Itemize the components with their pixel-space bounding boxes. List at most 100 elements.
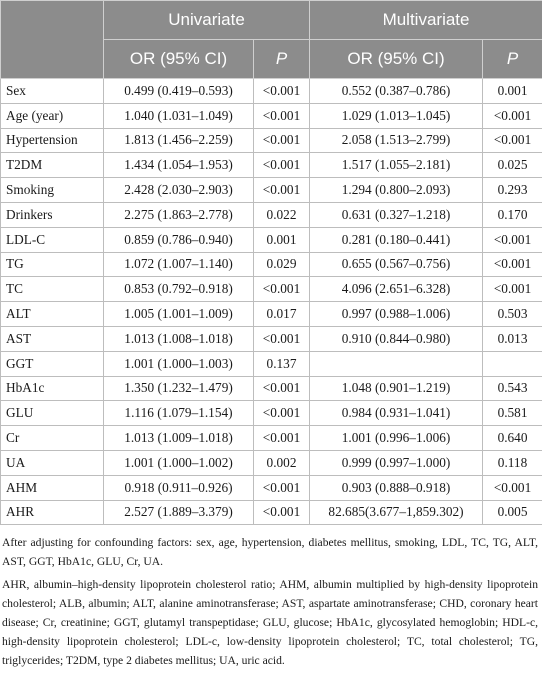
variable-cell: LDL-C: [0, 226, 104, 253]
multivariate-or-header: OR (95% CI): [309, 39, 484, 79]
table-row: AST 1.013 (1.008–1.018) <0.001 0.910 (0.844…: [0, 325, 542, 352]
multivariate-or-cell: 1.294 (0.800–2.093): [309, 177, 484, 203]
univariate-p-cell: <0.001: [252, 474, 311, 501]
multivariate-p-cell: 0.293: [482, 177, 542, 203]
variable-cell: Drinkers: [0, 201, 104, 228]
variable-cell: TC: [0, 276, 104, 303]
univariate-p-cell: <0.001: [252, 499, 311, 526]
univariate-or-cell: 2.428 (2.030–2.903): [103, 177, 254, 203]
univariate-p-cell: 0.001: [252, 226, 311, 253]
variable-cell: UA: [0, 449, 104, 476]
univariate-p-cell: <0.001: [252, 102, 311, 129]
multivariate-or-cell: 0.910 (0.844–0.980): [309, 325, 484, 352]
multivariate-p-cell: <0.001: [482, 276, 542, 303]
multivariate-or-cell: 0.552 (0.387–0.786): [309, 78, 484, 104]
multivariate-p-cell: 0.581: [482, 400, 542, 427]
univariate-or-cell: 1.001 (1.000–1.002): [103, 449, 254, 476]
multivariate-p-cell: <0.001: [482, 102, 542, 129]
table-row: Drinkers 2.275 (1.863–2.778) 0.022 0.631 (0…: [0, 201, 542, 228]
variable-cell: Cr: [0, 425, 104, 451]
multivariate-p-cell: 0.503: [482, 301, 542, 327]
univariate-or-cell: 0.859 (0.786–0.940): [103, 226, 254, 253]
multivariate-p-cell: 0.118: [482, 449, 542, 476]
variable-cell: AST: [0, 325, 104, 352]
column-header-row: OR (95% CI) P OR (95% CI) P: [1, 39, 542, 79]
univariate-or-cell: 1.013 (1.009–1.018): [103, 425, 254, 451]
multivariate-p-cell: 0.001: [482, 78, 542, 104]
univariate-p-cell: <0.001: [252, 276, 311, 303]
table-row: T2DM 1.434 (1.054–1.953) <0.001 1.517 (1.05…: [0, 152, 542, 179]
variable-header-cell: [0, 0, 104, 79]
multivariate-or-cell: 1.029 (1.013–1.045): [309, 102, 484, 129]
univariate-or-cell: 0.499 (0.419–0.593): [103, 78, 254, 104]
univariate-p-cell: 0.017: [252, 301, 311, 327]
multivariate-p-header: P: [482, 39, 542, 79]
table-row: AHR 2.527 (1.889–3.379) <0.001 82.685(3.677…: [0, 499, 542, 526]
table-row: Sex 0.499 (0.419–0.593) <0.001 0.552 (0.387…: [0, 78, 542, 104]
univariate-or-cell: 0.918 (0.911–0.926): [103, 474, 254, 501]
multivariate-or-cell: 0.999 (0.997–1.000): [309, 449, 484, 476]
multivariate-or-cell: [309, 350, 484, 377]
multivariate-p-cell: <0.001: [482, 251, 542, 278]
univariate-p-cell: 0.022: [252, 201, 311, 228]
multivariate-p-cell: 0.640: [482, 425, 542, 451]
univariate-or-cell: 1.001 (1.000–1.003): [103, 350, 254, 377]
multivariate-p-cell: 0.170: [482, 201, 542, 228]
variable-cell: T2DM: [0, 152, 104, 179]
multivariate-header: Multivariate: [309, 0, 542, 40]
abbreviations-note: AHR, albumin–high-density lipoprotein ch…: [2, 578, 538, 668]
univariate-or-cell: 2.527 (1.889–3.379): [103, 499, 254, 526]
univariate-p-cell: <0.001: [252, 152, 311, 179]
variable-cell: ALT: [0, 301, 104, 327]
table-body: Sex 0.499 (0.419–0.593) <0.001 0.552 (0.387…: [0, 78, 542, 526]
univariate-header: Univariate: [102, 0, 311, 40]
multivariate-or-cell: 1.001 (0.996–1.006): [309, 425, 484, 451]
variable-cell: GLU: [0, 400, 104, 427]
univariate-or-cell: 1.013 (1.008–1.018): [103, 325, 254, 352]
multivariate-p-cell: 0.005: [482, 499, 542, 526]
multivariate-p-cell: <0.001: [482, 474, 542, 501]
univariate-or-cell: 2.275 (1.863–2.778): [103, 201, 254, 228]
multivariate-p-cell: [482, 350, 542, 377]
table-row: TC 0.853 (0.792–0.918) <0.001 4.096 (2.651–…: [0, 276, 542, 303]
univariate-p-cell: <0.001: [252, 425, 311, 451]
univariate-p-cell: <0.001: [252, 325, 311, 352]
multivariate-or-cell: 0.997 (0.988–1.006): [309, 301, 484, 327]
variable-cell: TG: [0, 251, 104, 278]
variable-cell: HbA1c: [0, 375, 104, 402]
multivariate-or-cell: 0.281 (0.180–0.441): [309, 226, 484, 253]
group-header-row: Univariate Multivariate: [0, 0, 542, 79]
multivariate-or-cell: 1.517 (1.055–2.181): [309, 152, 484, 179]
multivariate-or-cell: 0.655 (0.567–0.756): [309, 251, 484, 278]
table-row: Hypertension 1.813 (1.456–2.259) <0.001 2.0…: [0, 127, 542, 154]
table-row: Smoking 2.428 (2.030–2.903) <0.001 1.294 (0…: [0, 177, 542, 203]
univariate-or-cell: 1.040 (1.031–1.049): [103, 102, 254, 129]
variable-cell: Hypertension: [0, 127, 104, 154]
multivariate-or-cell: 0.631 (0.327–1.218): [309, 201, 484, 228]
table-row: LDL-C 0.859 (0.786–0.940) 0.001 0.281 (0.18…: [0, 226, 542, 253]
multivariate-or-cell: 4.096 (2.651–6.328): [309, 276, 484, 303]
univariate-or-header: OR (95% CI): [103, 39, 254, 79]
univariate-p-cell: 0.137: [252, 350, 311, 377]
univariate-or-cell: 1.072 (1.007–1.140): [103, 251, 254, 278]
variable-cell: GGT: [0, 350, 104, 377]
variable-cell: Smoking: [0, 177, 104, 203]
multivariate-or-cell: 0.984 (0.931–1.041): [309, 400, 484, 427]
multivariate-p-cell: 0.543: [482, 375, 542, 402]
table-row: GGT 1.001 (1.000–1.003) 0.137: [0, 350, 542, 377]
table-row: HbA1c 1.350 (1.232–1.479) <0.001 1.048 (0.9…: [0, 375, 542, 402]
univariate-or-cell: 1.005 (1.001–1.009): [103, 301, 254, 327]
table-row: TG 1.072 (1.007–1.140) 0.029 0.655 (0.567–0…: [0, 251, 542, 278]
univariate-or-cell: 0.853 (0.792–0.918): [103, 276, 254, 303]
table-row: GLU 1.116 (1.079–1.154) <0.001 0.984 (0.931…: [0, 400, 542, 427]
table-row: ALT 1.005 (1.001–1.009) 0.017 0.997 (0.988–…: [0, 301, 542, 327]
univariate-p-cell: <0.001: [252, 177, 311, 203]
regression-table: Univariate Multivariate OR (95% CI) P OR…: [0, 0, 542, 526]
univariate-p-cell: 0.029: [252, 251, 311, 278]
univariate-or-cell: 1.350 (1.232–1.479): [103, 375, 254, 402]
univariate-p-cell: <0.001: [252, 78, 311, 104]
univariate-or-cell: 1.116 (1.079–1.154): [103, 400, 254, 427]
variable-cell: Sex: [0, 78, 104, 104]
variable-cell: AHM: [0, 474, 104, 501]
table-row: UA 1.001 (1.000–1.002) 0.002 0.999 (0.997–1…: [0, 449, 542, 476]
